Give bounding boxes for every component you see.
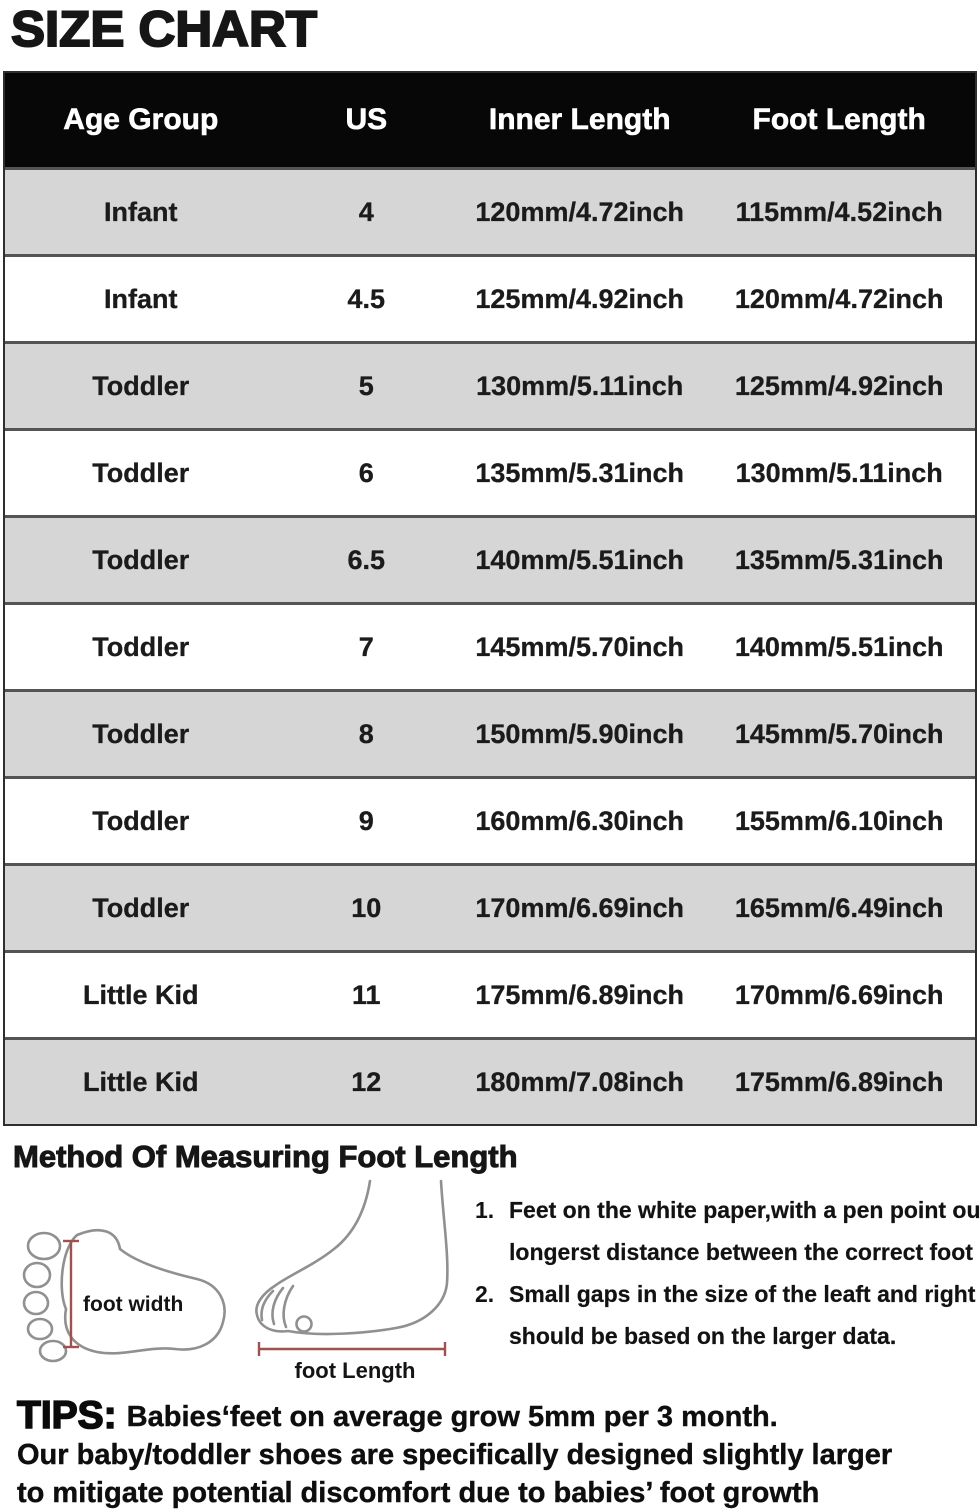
table-cell: 125mm/4.92inch — [734, 370, 944, 401]
table-cell: 170mm/6.69inch — [734, 979, 944, 1010]
tips-line: TIPS: Babies‘feet on average grow 5mm per… — [16, 1394, 977, 1438]
table-cell: 175mm/6.89inch — [734, 1066, 944, 1097]
table-row: Infant 4 120mm/4.72inch 115mm/4.52inch — [5, 167, 975, 254]
table-cell: 9 — [358, 805, 374, 836]
tips-label: TIPS: — [16, 1394, 117, 1438]
table-cell: 160mm/6.30inch — [475, 805, 685, 836]
size-table: Age Group US Inner Length Foot Length Infan… — [3, 71, 977, 1126]
table-cell: 180mm/7.08inch — [475, 1066, 685, 1097]
table-cell: 130mm/5.11inch — [476, 370, 684, 401]
table-cell: 170mm/6.69inch — [475, 892, 685, 923]
table-cell: 140mm/5.51inch — [475, 544, 685, 575]
column-header: Foot Length — [752, 103, 926, 137]
table-row: Little Kid 11 175mm/6.89inch 170mm/6.69inch — [5, 950, 975, 1037]
table-cell: 120mm/4.72inch — [475, 196, 685, 227]
table-cell: 155mm/6.10inch — [734, 805, 944, 836]
table-cell: 140mm/5.51inch — [734, 631, 944, 662]
table-cell: 4 — [358, 196, 374, 227]
table-cell: Infant — [104, 196, 178, 227]
table-cell: Toddler — [92, 805, 190, 836]
table-cell: 175mm/6.89inch — [475, 979, 685, 1010]
foot-length-measure-line — [257, 1342, 447, 1357]
method-section: foot width foot Length 1. Feet on th — [3, 1175, 980, 1383]
instruction-item: 2. Small gaps in the size of the leaft an… — [475, 1273, 980, 1357]
instruction-text: Small gaps in the size of the leaft and … — [509, 1273, 980, 1357]
foot-width-diagram: foot width — [13, 1221, 235, 1381]
column-header: US — [345, 103, 388, 137]
instruction-number: 1. — [475, 1197, 495, 1224]
instruction-line: Small gaps in the size of the leaft and … — [509, 1281, 980, 1308]
table-cell: Toddler — [92, 457, 190, 488]
size-table-body: Infant 4 120mm/4.72inch 115mm/4.52inch Infan… — [5, 167, 975, 1124]
table-cell: Toddler — [92, 544, 190, 575]
column-header: Age Group — [63, 103, 219, 137]
table-cell: 12 — [351, 1066, 382, 1097]
measuring-instructions: 1. Feet on the white paper,with a pen poi… — [475, 1189, 980, 1357]
foot-length-diagram: foot Length — [249, 1179, 461, 1383]
table-cell: Infant — [104, 283, 178, 314]
table-cell: 5 — [358, 370, 374, 401]
table-cell: Toddler — [92, 718, 190, 749]
table-cell: 7 — [358, 631, 374, 662]
foot-sole-icon — [22, 1229, 226, 1363]
table-row: Toddler 10 170mm/6.69inch 165mm/6.49inch — [5, 863, 975, 950]
table-row: Little Kid 12 180mm/7.08inch 175mm/6.89inch — [5, 1037, 975, 1124]
foot-width-label: foot width — [83, 1293, 184, 1317]
table-cell: 135mm/5.31inch — [475, 457, 685, 488]
table-cell: 6 — [358, 457, 374, 488]
table-cell: 120mm/4.72inch — [734, 283, 944, 314]
tips-text: Babies‘feet on average grow 5mm per 3 mo… — [126, 1401, 778, 1434]
instruction-text: Feet on the white paper,with a pen point… — [509, 1189, 980, 1273]
instruction-item: 1. Feet on the white paper,with a pen poi… — [475, 1189, 980, 1273]
table-cell: Little Kid — [83, 979, 199, 1010]
foot-length-label: foot Length — [294, 1358, 416, 1384]
table-cell: 115mm/4.52inch — [735, 196, 943, 227]
table-cell: 4.5 — [347, 283, 386, 314]
table-cell: 150mm/5.90inch — [475, 718, 685, 749]
table-row: Toddler 6 135mm/5.31inch 130mm/5.11inch — [5, 428, 975, 515]
table-row: Toddler 7 145mm/5.70inch 140mm/5.51inch — [5, 602, 975, 689]
table-cell: 8 — [358, 718, 374, 749]
instruction-number: 2. — [475, 1281, 495, 1308]
page-title: SIZE CHART — [10, 1, 318, 58]
table-cell: 11 — [352, 979, 381, 1010]
table-row: Infant 4.5 125mm/4.92inch 120mm/4.72inch — [5, 254, 975, 341]
table-cell: 145mm/5.70inch — [475, 631, 685, 662]
instruction-line: should be based on the larger data. — [509, 1323, 897, 1350]
tips-section: TIPS: Babies‘feet on average grow 5mm per… — [16, 1394, 977, 1512]
method-heading: Method Of Measuring Foot Length — [13, 1138, 519, 1174]
tips-line: Our baby/toddler shoes are specifically … — [17, 1439, 893, 1472]
table-cell: 130mm/5.11inch — [735, 457, 943, 488]
instruction-line: longerst distance between the correct fo… — [509, 1239, 980, 1266]
table-cell: 6.5 — [347, 544, 386, 575]
table-row: Toddler 5 130mm/5.11inch 125mm/4.92inch — [5, 341, 975, 428]
instruction-line: Feet on the white paper,with a pen point… — [509, 1197, 980, 1224]
table-cell: 165mm/6.49inch — [734, 892, 944, 923]
table-cell: 145mm/5.70inch — [734, 718, 944, 749]
table-row: Toddler 8 150mm/5.90inch 145mm/5.70inch — [5, 689, 975, 776]
foot-side-icon — [255, 1179, 449, 1357]
table-cell: 135mm/5.31inch — [734, 544, 944, 575]
column-header: Inner Length — [488, 103, 671, 137]
table-cell: Toddler — [92, 370, 190, 401]
table-cell: Little Kid — [83, 1066, 199, 1097]
table-cell: 10 — [351, 892, 382, 923]
table-row: Toddler 6.5 140mm/5.51inch 135mm/5.31inch — [5, 515, 975, 602]
table-cell: Toddler — [92, 892, 190, 923]
foot-width-measure-line — [63, 1239, 79, 1349]
table-cell: 125mm/4.92inch — [475, 283, 685, 314]
table-row: Toddler 9 160mm/6.30inch 155mm/6.10inch — [5, 776, 975, 863]
table-cell: Toddler — [92, 631, 190, 662]
tips-line: to mitigate potential discomfort due to … — [17, 1477, 820, 1510]
size-table-header-row: Age Group US Inner Length Foot Length — [5, 73, 975, 167]
